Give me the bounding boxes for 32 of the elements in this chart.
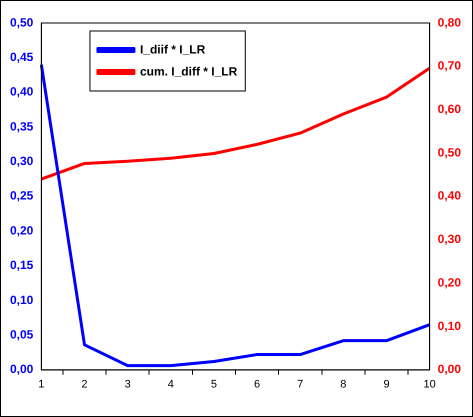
- y-tick-label: 0,20: [10, 223, 34, 238]
- x-tick-label: 1: [38, 378, 44, 390]
- y-tick-label: 0,30: [10, 154, 34, 168]
- x-tick-label: 7: [297, 378, 304, 390]
- legend-label: I_diif * I_LR: [140, 42, 206, 56]
- y-tick-label: 0,15: [10, 258, 34, 272]
- x-tick-label: 9: [383, 378, 390, 390]
- y2-tick-label: 0,00: [438, 362, 462, 376]
- x-tick-label: 4: [168, 378, 174, 390]
- y-tick-label: 0,50: [10, 15, 34, 30]
- y2-tick-label: 0,10: [438, 318, 462, 333]
- x-tick-label: 8: [340, 378, 346, 390]
- legend-label: cum. I_diff * I_LR: [140, 64, 238, 78]
- x-tick-label: 3: [124, 378, 131, 390]
- y2-tick-label: 0,30: [438, 232, 462, 246]
- y2-tick-label: 0,50: [438, 145, 462, 160]
- x-tick-label: 5: [210, 378, 217, 390]
- y-tick-label: 0,35: [10, 119, 34, 134]
- y-tick-label: 0,05: [10, 327, 34, 342]
- y-tick-label: 0,10: [10, 292, 34, 307]
- x-tick-label: 10: [424, 378, 436, 390]
- y-tick-label: 0,40: [10, 84, 34, 99]
- y2-tick-label: 0,70: [438, 58, 462, 73]
- y-tick-label: 0,45: [10, 50, 34, 64]
- y2-tick-label: 0,20: [438, 275, 462, 290]
- y-tick-label: 0,25: [10, 188, 34, 203]
- y2-tick-label: 0,60: [438, 102, 462, 116]
- y2-tick-label: 0,40: [438, 188, 462, 203]
- x-tick-label: 2: [81, 378, 88, 390]
- y-tick-label: 0,00: [10, 362, 34, 376]
- y2-tick-label: 0,80: [438, 15, 462, 30]
- x-tick-label: 6: [254, 378, 260, 390]
